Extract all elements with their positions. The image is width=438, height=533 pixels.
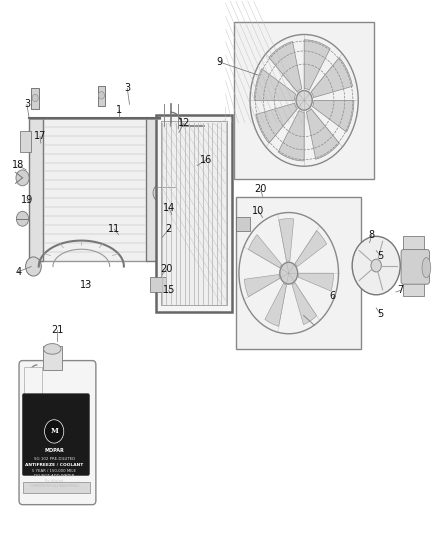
Text: 21: 21 [51,325,64,335]
Bar [146,118,159,261]
Text: 3: 3 [124,83,131,93]
Text: 19: 19 [21,195,33,205]
Circle shape [99,92,105,99]
Polygon shape [269,42,302,92]
Bar [20,131,31,152]
Bar [161,122,227,305]
Bar [150,277,166,292]
FancyBboxPatch shape [22,394,89,475]
Text: 20: 20 [254,184,267,195]
Text: 5: 5 [378,309,384,319]
Text: 14: 14 [162,203,175,213]
Polygon shape [307,109,339,159]
Circle shape [153,184,167,201]
Bar [403,236,424,256]
Text: 12: 12 [178,118,190,128]
Bar [40,118,147,261]
Text: 5 YEAR / 150,000 MILE: 5 YEAR / 150,000 MILE [32,470,76,473]
Bar [403,276,424,296]
Ellipse shape [159,193,170,214]
Bar [31,88,39,109]
Text: 16: 16 [200,155,212,165]
Polygon shape [248,235,282,268]
Text: 11: 11 [108,224,120,235]
Text: Pre-diluted: Pre-diluted [45,479,64,483]
Ellipse shape [190,116,200,135]
Text: 13: 13 [80,280,92,290]
Polygon shape [279,219,294,261]
Circle shape [352,236,400,295]
Circle shape [25,257,41,276]
Polygon shape [304,40,330,90]
Bar [23,482,90,494]
Polygon shape [278,110,304,161]
Polygon shape [254,69,296,100]
FancyBboxPatch shape [401,249,429,284]
Polygon shape [312,100,354,132]
Polygon shape [295,230,327,266]
Text: 5: 5 [378,251,384,261]
Bar [98,86,106,106]
Polygon shape [256,103,297,143]
Polygon shape [292,282,317,325]
Text: DO NOT ADD WATER: DO NOT ADD WATER [34,474,74,478]
Text: 10: 10 [252,206,265,216]
Circle shape [32,94,38,102]
Text: 17: 17 [34,131,46,141]
Circle shape [280,262,298,284]
Text: MOPAR: MOPAR [44,448,64,453]
Text: 8: 8 [369,230,375,240]
Text: 15: 15 [162,286,175,295]
Text: 9: 9 [216,57,222,67]
Polygon shape [244,274,280,297]
Circle shape [371,259,381,272]
FancyBboxPatch shape [19,361,96,505]
Text: 2: 2 [166,224,172,235]
Text: COMPATIBLE WITH ALL MAKES/MODELS: COMPATIBLE WITH ALL MAKES/MODELS [29,484,79,488]
Text: SG 102 PRE-DILUTED: SG 102 PRE-DILUTED [34,457,75,461]
Text: M: M [50,427,58,435]
Circle shape [296,91,312,110]
Bar [29,118,43,261]
Bar [155,115,232,312]
Bar [24,367,42,402]
Bar [155,115,166,128]
Text: ANTIFREEZE / COOLANT: ANTIFREEZE / COOLANT [25,463,83,467]
Text: 6: 6 [329,290,336,301]
Polygon shape [298,273,333,291]
Polygon shape [311,58,353,98]
Circle shape [45,419,64,443]
Text: 7: 7 [397,286,403,295]
Text: 20: 20 [160,264,173,274]
Ellipse shape [193,120,197,131]
Text: 18: 18 [12,160,24,171]
Circle shape [16,170,29,186]
Ellipse shape [43,344,61,354]
Text: 3: 3 [24,99,30,109]
Bar [234,22,374,179]
Bar [237,217,250,231]
Bar [155,158,166,171]
Polygon shape [265,284,286,326]
Bar [237,197,361,349]
Text: 4: 4 [15,267,21,277]
Circle shape [16,211,28,226]
Text: 1: 1 [116,104,122,115]
Ellipse shape [422,257,431,278]
Bar [43,346,62,370]
